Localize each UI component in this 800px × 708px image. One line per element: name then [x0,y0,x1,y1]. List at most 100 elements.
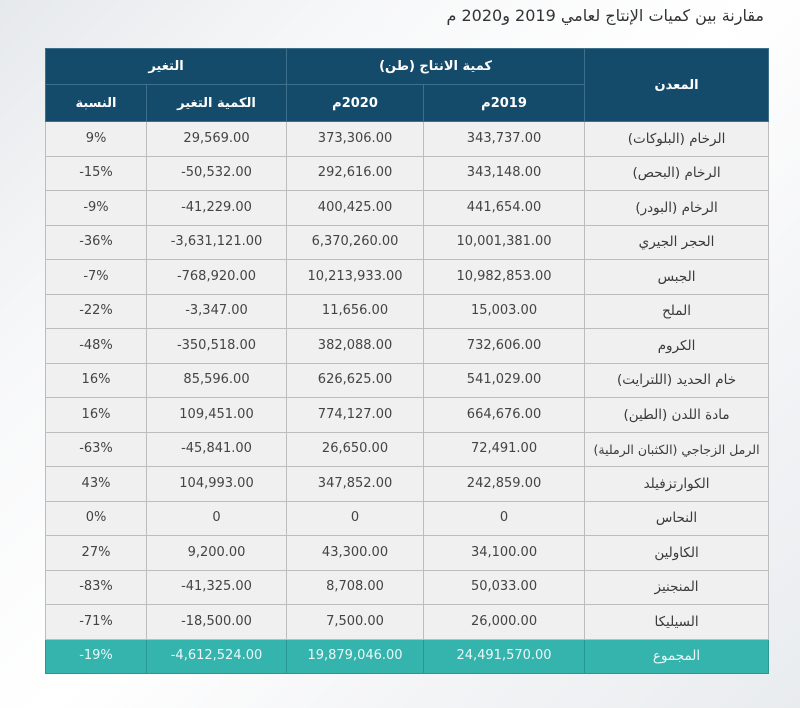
cell-pct: -15% [45,155,147,191]
cell-mineral: الكاولين [584,535,770,571]
cell-pct: -83% [45,569,147,605]
production-comparison-table: التغير كمية الانتاج (طن) المعدن النسبة ا… [44,48,770,674]
cell-2020: 400,425.00 [286,190,425,226]
cell-mineral: الرمل الزجاجي (الكثبان الرملية) [584,431,770,467]
table-row: -22% -3,347.00 11,656.00 15,003.00 الملح [45,293,770,329]
total-label: المجموع [584,638,770,674]
cell-mineral: الرخام (البودر) [584,190,770,226]
cell-change: -350,518.00 [145,328,288,364]
cell-2019: 242,859.00 [423,466,586,502]
cell-change: -45,841.00 [145,431,288,467]
header-year-2020: 2020م [286,84,425,122]
cell-2019: 441,654.00 [423,190,586,226]
cell-2019: 34,100.00 [423,535,586,571]
table-row: -9% -41,229.00 400,425.00 441,654.00 الرخام … [45,190,770,226]
cell-2020: 774,127.00 [286,397,425,433]
cell-pct: 0% [45,500,147,536]
cell-2019: 343,148.00 [423,155,586,191]
cell-mineral: الحجر الجيري [584,224,770,260]
header-change-amount: الكمية التغير [145,84,288,122]
table-row: -71% -18,500.00 7,500.00 26,000.00 السيليكا [45,604,770,640]
cell-2020: 0 [286,500,425,536]
table-row: -15% -50,532.00 292,616.00 343,148.00 الرخام… [45,155,770,191]
cell-pct: -48% [45,328,147,364]
total-2020: 19,879,046.00 [286,638,425,674]
cell-pct: 9% [45,121,147,157]
table-row: -48% -350,518.00 382,088.00 732,606.00 الكرو… [45,328,770,364]
cell-mineral: مادة اللدن (الطين) [584,397,770,433]
table-row: 27% 9,200.00 43,300.00 34,100.00 الكاولين [45,535,770,571]
header-change-group: التغير [44,48,288,85]
total-2019: 24,491,570.00 [423,638,586,674]
cell-change: 9,200.00 [145,535,288,571]
cell-mineral: الجبس [584,259,770,295]
cell-change: -41,229.00 [145,190,288,226]
cell-pct: -63% [45,431,147,467]
cell-2019: 26,000.00 [423,604,586,640]
cell-pct: 16% [45,397,147,433]
table-row: -83% -41,325.00 8,708.00 50,033.00 المنجنيز [45,569,770,605]
cell-2020: 347,852.00 [286,466,425,502]
cell-pct: -71% [45,604,147,640]
cell-2020: 7,500.00 [286,604,425,640]
table-row: 16% 85,596.00 626,625.00 541,029.00 خام الحد… [45,362,770,398]
cell-change: 104,993.00 [145,466,288,502]
page-title: مقارنة بين كميات الإنتاج لعامي 2019 و202… [446,6,765,25]
cell-pct: -22% [45,293,147,329]
total-pct: -19% [45,638,147,674]
cell-2020: 26,650.00 [286,431,425,467]
cell-mineral: خام الحديد (اللترايت) [584,362,770,398]
cell-change: -41,325.00 [145,569,288,605]
cell-mineral: النحاس [584,500,770,536]
cell-change: 29,569.00 [145,121,288,157]
cell-2019: 10,001,381.00 [423,224,586,260]
table-row: 0% 0 0 0 النحاس [45,500,770,536]
cell-2020: 382,088.00 [286,328,425,364]
cell-2019: 664,676.00 [423,397,586,433]
header-production-group: كمية الانتاج (طن) [286,48,586,85]
table-row: 9% 29,569.00 373,306.00 343,737.00 الرخام (ا… [45,121,770,157]
cell-pct: -7% [45,259,147,295]
cell-change: -50,532.00 [145,155,288,191]
header-mineral: المعدن [584,48,770,122]
cell-mineral: الرخام (البحص) [584,155,770,191]
cell-change: -18,500.00 [145,604,288,640]
cell-mineral: الكوارتزفيلد [584,466,770,502]
cell-2020: 6,370,260.00 [286,224,425,260]
cell-pct: 43% [45,466,147,502]
table-row: -36% -3,631,121.00 6,370,260.00 10,001,381.… [45,224,770,260]
cell-change: 0 [145,500,288,536]
cell-2020: 10,213,933.00 [286,259,425,295]
cell-change: -3,631,121.00 [145,224,288,260]
table-row: 16% 109,451.00 774,127.00 664,676.00 مادة ال… [45,397,770,433]
cell-2019: 72,491.00 [423,431,586,467]
total-row: -19% -4,612,524.00 19,879,046.00 24,491,570… [45,638,770,674]
cell-2019: 541,029.00 [423,362,586,398]
cell-mineral: السيليكا [584,604,770,640]
cell-2019: 0 [423,500,586,536]
cell-change: 109,451.00 [145,397,288,433]
cell-change: -3,347.00 [145,293,288,329]
cell-2019: 732,606.00 [423,328,586,364]
cell-2019: 10,982,853.00 [423,259,586,295]
cell-mineral: المنجنيز [584,569,770,605]
cell-pct: -9% [45,190,147,226]
cell-2019: 343,737.00 [423,121,586,157]
cell-2020: 626,625.00 [286,362,425,398]
cell-2020: 8,708.00 [286,569,425,605]
cell-pct: 27% [45,535,147,571]
cell-2020: 43,300.00 [286,535,425,571]
cell-change: -768,920.00 [145,259,288,295]
table-row: -63% -45,841.00 26,650.00 72,491.00 الرمل ال… [45,431,770,467]
header-year-2019: 2019م [423,84,586,122]
cell-2019: 15,003.00 [423,293,586,329]
cell-mineral: الملح [584,293,770,329]
cell-mineral: الرخام (البلوكات) [584,121,770,157]
header-change-pct: النسبة [45,84,147,122]
cell-pct: 16% [45,362,147,398]
cell-2020: 11,656.00 [286,293,425,329]
cell-2019: 50,033.00 [423,569,586,605]
cell-change: 85,596.00 [145,362,288,398]
total-change: -4,612,524.00 [145,638,288,674]
cell-pct: -36% [45,224,147,260]
